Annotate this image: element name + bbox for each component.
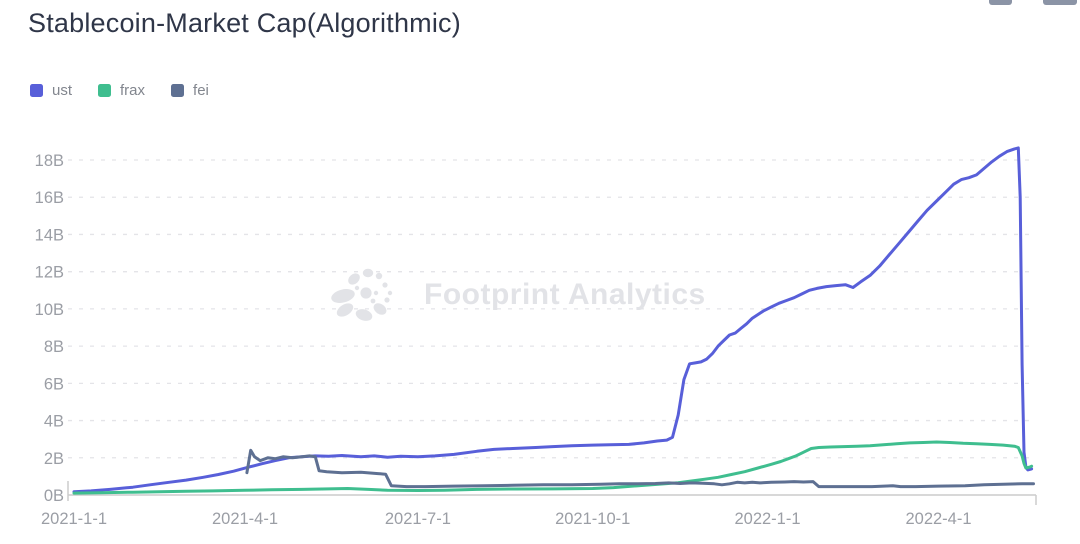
- y-axis-label: 4B: [44, 413, 64, 431]
- legend-label-frax: frax: [120, 82, 146, 99]
- legend-label-fei: fei: [193, 82, 209, 99]
- legend-swatch-fei: [171, 84, 185, 97]
- series-line-frax: [72, 440, 1034, 495]
- legend-label-ust: ust: [52, 82, 73, 99]
- x-axis-label: 2021-1-1: [41, 510, 107, 528]
- legend-swatch-frax: [98, 84, 112, 97]
- x-axis-labels: 2021-1-1 2021-4-1 2021-7-1 2021-10-1 2022-1-…: [41, 510, 972, 528]
- y-axis-label: 8B: [44, 338, 64, 356]
- y-axis-labels: 0B 2B 4B 6B 8B 10B 12B 14B 16B 18B: [35, 152, 64, 505]
- y-axis-label: 10B: [35, 301, 64, 319]
- legend-item-ust[interactable]: ust: [30, 82, 72, 99]
- y-axis-label: 14B: [35, 226, 64, 244]
- x-axis-label: 2022-4-1: [905, 510, 971, 528]
- x-axis-label: 2021-4-1: [212, 510, 278, 528]
- grid-lines: [68, 159, 1036, 459]
- legend-item-fei[interactable]: fei: [171, 82, 209, 99]
- y-axis-label: 2B: [44, 450, 64, 468]
- y-axis-label: 12B: [35, 264, 64, 282]
- clipped-toolbar-icon-right[interactable]: [1043, 0, 1077, 5]
- series-line-fei: [245, 448, 1035, 489]
- x-axis-label: 2022-1-1: [734, 510, 800, 528]
- x-axis-label: 2021-10-1: [555, 510, 630, 528]
- legend: ust frax fei: [30, 82, 209, 99]
- x-axis-label: 2021-7-1: [385, 510, 451, 528]
- x-axis: [67, 481, 1037, 505]
- page-title: Stablecoin-Market Cap(Algorithmic): [28, 8, 461, 38]
- legend-item-frax[interactable]: frax: [98, 82, 145, 99]
- legend-swatch-ust: [30, 84, 43, 97]
- y-axis-label: 18B: [35, 152, 64, 170]
- y-axis-label: 16B: [35, 189, 64, 207]
- series-line-ust: [72, 146, 1034, 494]
- y-axis-label: 6B: [44, 375, 64, 393]
- y-axis-label: 0B: [44, 487, 64, 505]
- clipped-toolbar-icon-left[interactable]: [989, 0, 1012, 5]
